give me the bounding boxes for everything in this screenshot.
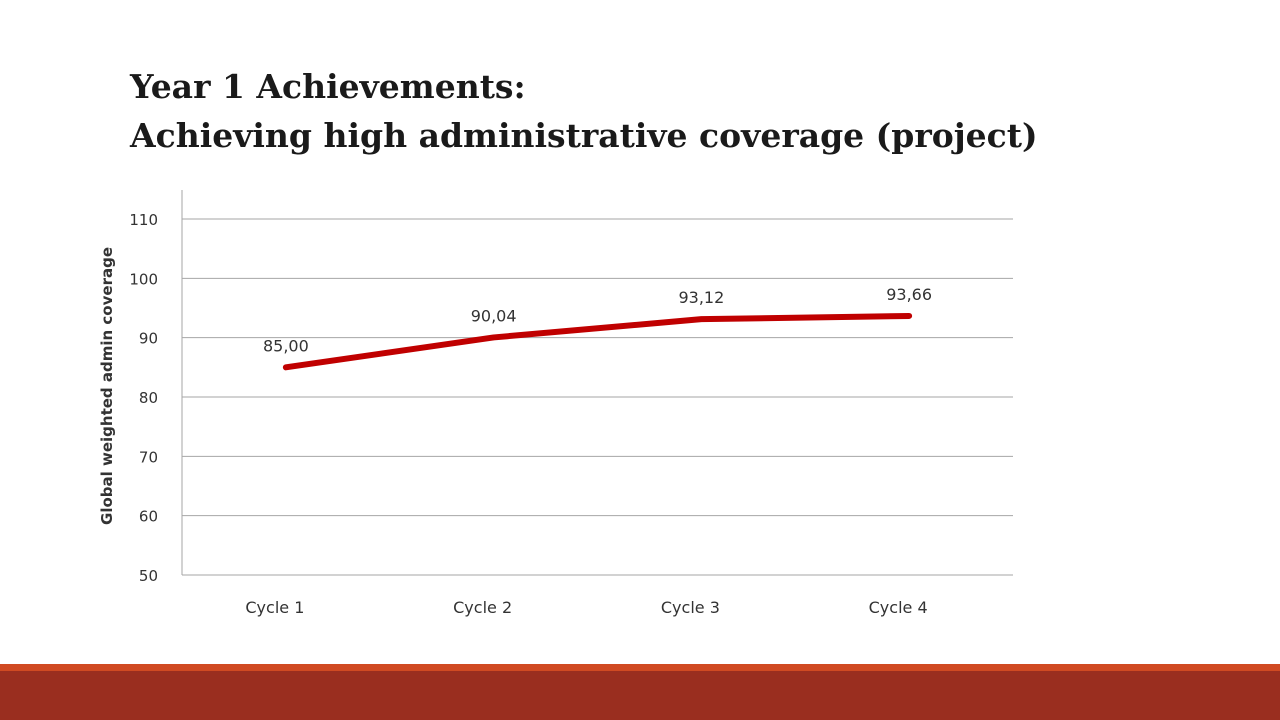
y-axis-title: Global weighted admin coverage <box>98 247 116 525</box>
slide-title-line-1: Year 1 Achievements: <box>130 67 526 106</box>
y-tick-label: 80 <box>139 389 158 407</box>
x-tick-label: Cycle 3 <box>661 598 720 617</box>
y-tick-label: 50 <box>139 567 158 585</box>
x-tick-label: Cycle 1 <box>245 598 304 617</box>
footer-bar <box>0 671 1280 720</box>
data-label: 85,00 <box>263 336 309 355</box>
x-tick-label: Cycle 2 <box>453 598 512 617</box>
data-label: 90,04 <box>471 306 517 325</box>
y-tick-label: 110 <box>129 211 158 229</box>
y-tick-label: 60 <box>139 508 158 526</box>
footer-accent-stripe <box>0 664 1280 671</box>
x-tick-label: Cycle 4 <box>869 598 928 617</box>
y-tick-label: 100 <box>129 270 158 288</box>
y-tick-label: 90 <box>139 330 158 348</box>
y-tick-label: 70 <box>139 448 158 466</box>
series-line <box>282 312 913 371</box>
data-label: 93,12 <box>678 288 724 307</box>
slide-title-line-2: Achieving high administrative coverage (… <box>130 116 1038 155</box>
data-label: 93,66 <box>886 285 932 304</box>
slide-title: Year 1 Achievements: Achieving high admi… <box>130 62 1038 160</box>
